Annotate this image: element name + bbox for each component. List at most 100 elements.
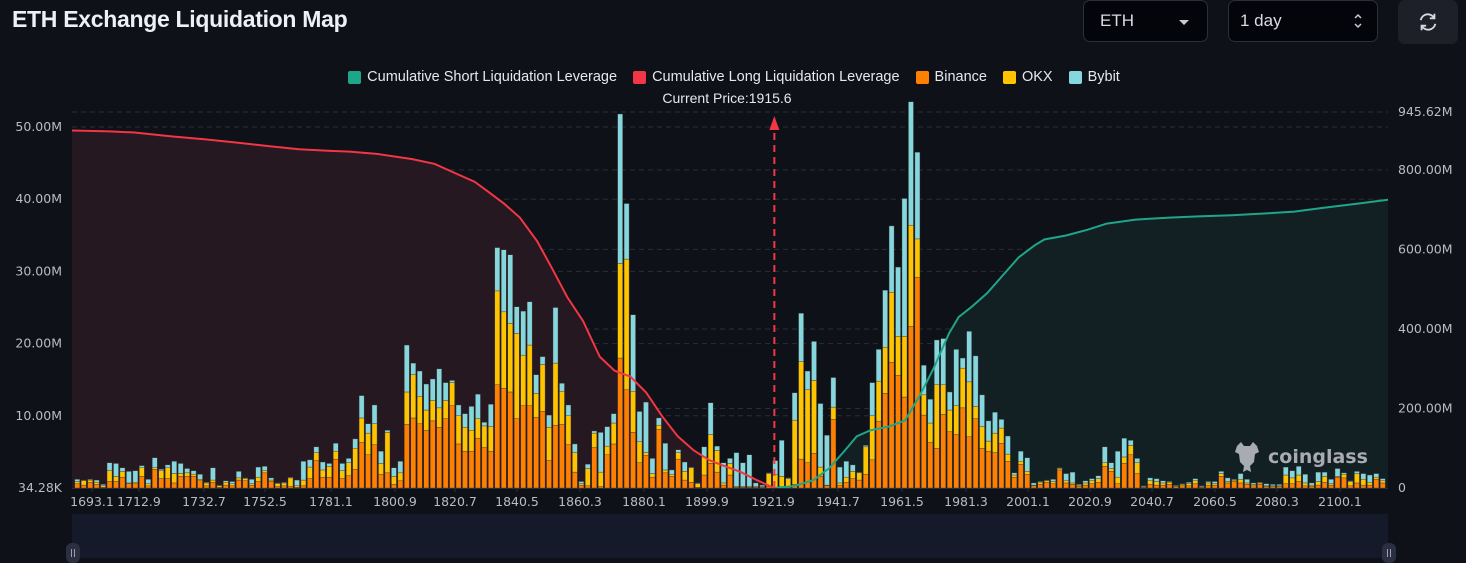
bar-okx — [843, 476, 850, 483]
legend-item-bybit[interactable]: Bybit — [1068, 69, 1120, 85]
bar-okx — [1160, 482, 1166, 486]
bar-bybit — [1121, 437, 1127, 458]
coin-select-value: ETH — [1100, 11, 1134, 30]
x-tick-label: 1820.7 — [433, 494, 477, 509]
bar-binance — [488, 450, 494, 489]
bar-bybit — [1250, 482, 1257, 485]
bar-binance — [1069, 484, 1076, 489]
bar-okx — [132, 482, 139, 484]
bar-binance — [727, 474, 733, 489]
bar-binance — [391, 484, 397, 489]
bar-okx — [145, 483, 152, 487]
bar-bybit — [1237, 473, 1244, 480]
bar-binance — [171, 482, 177, 489]
bar-binance — [817, 476, 824, 489]
x-tick-label: 1880.1 — [622, 494, 666, 509]
bar-okx — [682, 471, 688, 481]
bar-bybit — [992, 411, 998, 434]
bar-bybit — [1153, 478, 1160, 482]
bar-okx — [669, 474, 675, 477]
bar-okx — [93, 482, 100, 485]
bar-bybit — [287, 476, 294, 479]
bar-okx — [1127, 445, 1134, 455]
bar-okx — [1380, 480, 1386, 484]
slider-handle-left[interactable] — [66, 543, 80, 563]
x-tick-label: 1981.3 — [944, 494, 988, 509]
bar-bybit — [1263, 483, 1270, 487]
bar-bybit — [378, 450, 384, 464]
slider-handle-right[interactable] — [1382, 543, 1396, 563]
bar-bybit — [397, 461, 404, 474]
bar-bybit — [126, 471, 132, 484]
bar-okx — [1115, 476, 1121, 484]
bar-binance — [598, 486, 604, 489]
bar-binance — [326, 476, 333, 489]
bar-binance — [959, 407, 966, 489]
bar-okx — [1244, 482, 1250, 485]
legend-swatch — [1002, 70, 1016, 84]
bar-okx — [778, 476, 785, 487]
bar-okx — [1063, 480, 1069, 484]
bar-bybit — [1224, 477, 1231, 482]
bar-bybit — [423, 383, 429, 411]
bar-bybit — [869, 382, 875, 416]
bar-bybit — [837, 466, 843, 484]
bar-bybit — [313, 446, 320, 453]
legend-item-long[interactable]: Cumulative Long Liquidation Leverage — [633, 69, 900, 85]
bar-bybit — [145, 479, 152, 484]
bar-okx — [966, 381, 972, 437]
bar-okx — [533, 393, 539, 418]
bar-bybit — [507, 254, 513, 324]
bar-binance — [1328, 484, 1334, 489]
bar-binance — [158, 478, 164, 489]
bar-binance — [1341, 477, 1347, 489]
bar-okx — [203, 482, 210, 487]
refresh-button[interactable] — [1398, 0, 1458, 44]
bar-bybit — [746, 454, 753, 487]
refresh-icon — [1419, 13, 1437, 31]
bar-okx — [1024, 471, 1031, 475]
bar-okx — [281, 482, 287, 487]
bar-okx — [1037, 482, 1043, 485]
bar-bybit — [720, 462, 727, 484]
legend-item-okx[interactable]: OKX — [1002, 69, 1053, 85]
bar-binance — [1334, 476, 1341, 489]
bar-bybit — [113, 463, 119, 477]
bar-bybit — [798, 313, 804, 362]
bar-bybit — [947, 391, 953, 411]
bar-binance — [520, 405, 526, 489]
bar-okx — [578, 483, 585, 486]
bar-bybit — [1108, 462, 1115, 469]
bar-binance — [1050, 483, 1056, 489]
bar-bybit — [520, 310, 526, 356]
y-axis-left: 34.28K 10.00M 20.00M 30.00M 40.00M 50.00M — [15, 119, 62, 495]
legend-item-short[interactable]: Cumulative Short Liquidation Leverage — [348, 69, 617, 85]
bar-binance — [281, 485, 287, 489]
bar-bybit — [617, 113, 623, 264]
time-range-select[interactable]: 1 day — [1228, 0, 1378, 42]
bar-bybit — [662, 443, 669, 471]
bar-binance — [1127, 454, 1134, 489]
bar-bybit — [1354, 471, 1360, 474]
bar-binance — [921, 414, 927, 489]
x-tick-label: 2001.1 — [1006, 494, 1050, 509]
coin-select[interactable]: ETH — [1083, 0, 1208, 42]
bar-binance — [410, 417, 417, 489]
zoom-slider-track[interactable] — [72, 514, 1388, 558]
bar-okx — [617, 263, 623, 359]
bar-okx — [397, 472, 404, 481]
bar-binance — [804, 462, 811, 489]
bar-binance — [811, 453, 817, 489]
bar-okx — [662, 469, 669, 474]
liquidation-chart[interactable]: 34.28K 10.00M 20.00M 30.00M 40.00M 50.00M 0 20… — [0, 0, 1466, 514]
bar-binance — [126, 483, 132, 489]
bar-okx — [268, 479, 274, 482]
bar-bybit — [158, 469, 164, 471]
bar-binance — [585, 485, 591, 489]
bar-binance — [610, 443, 617, 489]
bar-binance — [830, 419, 837, 489]
bar-okx — [326, 466, 333, 478]
bar-binance — [552, 424, 559, 489]
legend-item-binance[interactable]: Binance — [915, 69, 987, 85]
bar-binance — [1250, 485, 1257, 489]
